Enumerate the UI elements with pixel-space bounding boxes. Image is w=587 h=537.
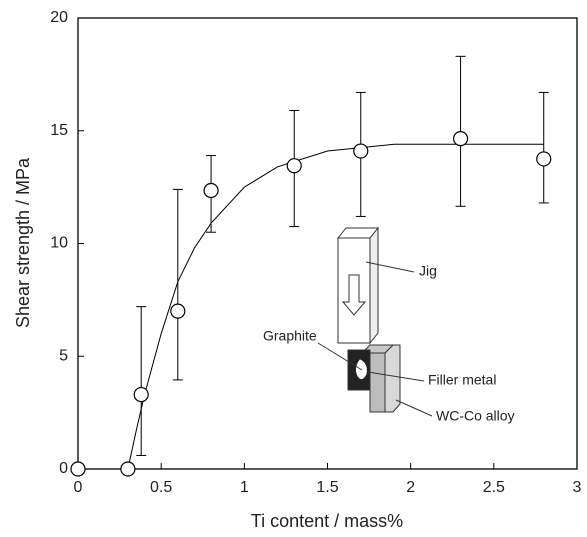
- x-axis-title: Ti content / mass%: [251, 511, 403, 531]
- y-tick-label: 0: [59, 460, 68, 477]
- x-tick-label: 1.5: [316, 479, 338, 496]
- data-point: [70, 461, 86, 477]
- data-point: [170, 303, 186, 319]
- x-tick-label: 1: [240, 479, 249, 496]
- wc-co-side: [384, 344, 401, 413]
- annotation: Filler metal: [428, 372, 496, 388]
- y-tick-label: 15: [50, 122, 68, 139]
- plot-frame: [77, 17, 578, 470]
- y-axis-title: Shear strength / MPa: [13, 157, 33, 328]
- leader-line: [317, 342, 363, 371]
- y-tick-label: 5: [59, 347, 68, 364]
- jig-side: [369, 226, 379, 345]
- leader-line: [367, 371, 425, 382]
- x-tick-label: 0.5: [150, 479, 172, 496]
- wc-co-front: [369, 352, 386, 413]
- data-point: [536, 151, 552, 167]
- data-point: [353, 143, 369, 159]
- x-tick-label: 2.5: [483, 479, 505, 496]
- y-tick-label: 10: [50, 235, 68, 252]
- leader-line: [365, 261, 415, 273]
- x-tick-label: 3: [573, 479, 582, 496]
- jig-arrow: [341, 274, 367, 316]
- inset-diagram: [317, 226, 433, 417]
- x-tick-label: 0: [74, 479, 83, 496]
- leader-line: [395, 399, 433, 417]
- data-point: [452, 131, 469, 147]
- y-tick-label: 20: [50, 9, 68, 26]
- data-point: [120, 461, 136, 477]
- annotation: WC-Co alloy: [436, 408, 515, 424]
- x-tick-label: 2: [406, 479, 415, 496]
- data-point: [133, 386, 149, 403]
- annotation: Jig: [419, 263, 437, 279]
- data-point: [286, 158, 302, 174]
- data-point: [203, 182, 219, 199]
- annotation: Graphite: [263, 328, 317, 344]
